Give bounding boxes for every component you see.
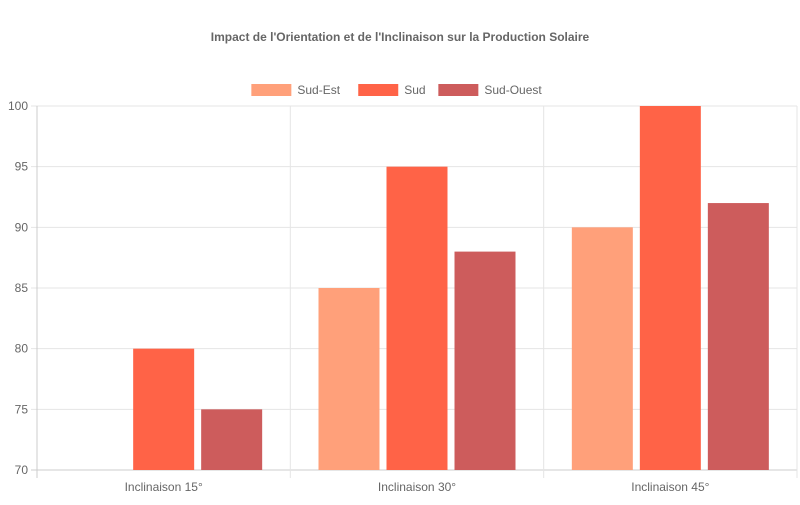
legend-swatch-sud-est [251,84,292,96]
legend-label: Sud-Est [297,83,340,97]
legend-label: Sud-Ouest [484,83,542,97]
y-tick-label: 90 [15,220,29,234]
x-tick-label: Inclinaison 30° [378,480,456,494]
y-tick-label: 80 [15,342,29,356]
axes: 70 75 80 85 90 95 100 Inclinaison 15° Inclinaiso… [8,99,710,494]
x-tick-label: Inclinaison 15° [125,480,203,494]
bar-sud-est [571,227,633,470]
bar-sud-ouest [454,251,516,470]
legend-swatch-sud [358,84,399,96]
legend-label: Sud [404,83,425,97]
bar-sud [386,166,448,470]
bar-sud [133,348,195,470]
legend: Sud-Est Sud Sud-Ouest [251,83,542,97]
chart-title: Impact de l'Orientation et de l'Inclinai… [211,30,590,44]
bars [133,106,769,471]
x-tick-label: Inclinaison 45° [631,480,709,494]
bar-sud [639,106,701,470]
bar-sud-ouest [707,203,769,471]
y-tick-label: 75 [15,402,29,416]
y-tick-label: 100 [8,99,28,113]
y-tick-label: 85 [15,281,29,295]
bar-sud-est [318,288,380,470]
y-tick-label: 95 [15,160,29,174]
bar-sud-ouest [201,409,263,470]
y-tick-label: 70 [15,463,29,477]
legend-swatch-sud-ouest [438,84,479,96]
